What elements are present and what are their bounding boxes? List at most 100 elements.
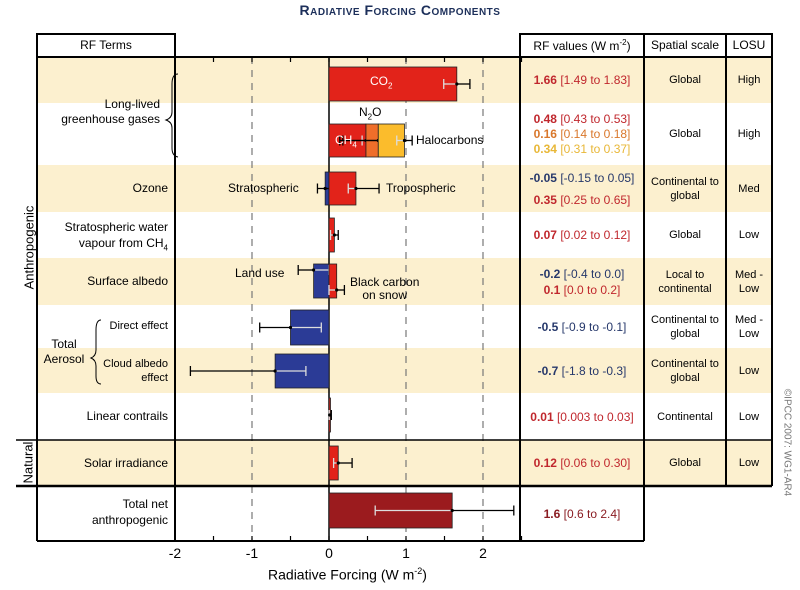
row-background xyxy=(37,348,772,393)
losu-cell: Low xyxy=(738,229,760,241)
rf-value-range: [0.06 to 0.30] xyxy=(556,456,631,470)
bar-surface-albedo-black-carbon-on-snow xyxy=(328,263,338,299)
rf-value-line: -0.05 [-0.15 to 0.05] xyxy=(530,167,635,189)
losu-cell: Low xyxy=(738,364,760,377)
rf-value-line: 0.12 [0.06 to 0.30] xyxy=(534,455,631,471)
rf-values-cell: 0.48 [0.43 to 0.53] 0.16 [0.14 to 0.18] 0.… xyxy=(520,103,644,165)
rf-value-line: 0.34 [0.31 to 0.37] xyxy=(534,142,631,157)
rf-value-range: [0.003 to 0.03] xyxy=(553,409,634,424)
term-cloud-albedo-line2: effect xyxy=(141,372,168,384)
rf-value-main: 0.35 xyxy=(533,192,557,207)
x-axis-title-sup: -2 xyxy=(414,566,423,576)
bar-label-co2: CO2 xyxy=(370,74,392,90)
rf-value-range: [0.31 to 0.37] xyxy=(556,141,631,156)
error-center xyxy=(402,138,407,143)
header-spatial-scale: Spatial scale xyxy=(650,38,720,52)
bar-co2 xyxy=(328,66,458,102)
term-long-lived-line2: greenhouse gases xyxy=(61,112,160,126)
bar-label-co2-text: CO xyxy=(370,74,388,88)
term-total-net-line2: anthropogenic xyxy=(91,513,168,527)
bar-label-black-carbon-line1: Black carbon xyxy=(350,275,420,289)
losu-cell: High xyxy=(737,74,761,86)
rf-value-main: 0.34 xyxy=(533,141,557,156)
header-rf-values-close: ) xyxy=(626,39,631,53)
header-losu: LOSU xyxy=(732,38,766,52)
term-strat-water-line1: Stratospheric water xyxy=(64,220,168,234)
term-strat-water: Stratospheric water vapour from CH4 xyxy=(40,219,168,256)
term-cloud-albedo-line1: Cloud albedo xyxy=(103,358,168,370)
rf-value-range: [1.49 to 1.83] xyxy=(556,73,631,87)
rf-values-cell: -0.2 [-0.4 to 0.0] 0.1 [0.0 to 0.2] xyxy=(520,258,644,305)
bar-label-n2o: N2O xyxy=(359,105,381,121)
rf-value-main: 0.12 xyxy=(533,456,557,470)
bar-label-n2o-sub: 2 xyxy=(367,112,373,122)
losu-cell: High xyxy=(737,128,761,140)
term-long-lived-line1: Long-lived xyxy=(104,97,160,111)
bar-label-black-carbon-line2: on snow xyxy=(362,288,408,302)
term-solar-irradiance: Solar irradiance xyxy=(83,456,168,470)
x-tick-label: 2 xyxy=(479,545,487,561)
aerosol-brace xyxy=(89,319,102,385)
rf-value-line: 0.07 [0.02 to 0.12] xyxy=(534,227,631,243)
x-axis-title: Radiative Forcing (W m-2) xyxy=(175,566,520,583)
rf-values-cell: 1.66 [1.49 to 1.83] xyxy=(520,57,644,103)
spatial-scale-cell: Continental to global xyxy=(651,357,719,384)
rf-value-line: -0.5 [-0.9 to -0.1] xyxy=(538,319,627,335)
header-rf-terms: RF Terms xyxy=(80,38,132,52)
rf-value-main: -0.7 xyxy=(537,363,559,378)
rf-value-range: [0.02 to 0.12] xyxy=(556,228,631,242)
header-rf-values-text: RF values (W m xyxy=(533,39,620,53)
header-rf-values: RF values (W m-2) xyxy=(520,38,644,53)
rf-value-range: [0.14 to 0.18] xyxy=(556,126,631,141)
x-axis-title-close: ) xyxy=(422,566,427,583)
x-tick-label: 1 xyxy=(402,545,410,561)
rf-value-main: 0.1 xyxy=(543,282,561,297)
copyright: ©IPCC 2007: WG1-AR4 xyxy=(781,388,793,497)
term-total-aerosol: Total Aerosol xyxy=(38,337,90,367)
spatial-scale-cell: Global xyxy=(669,74,701,86)
rf-value-line: -0.7 [-1.8 to -0.3] xyxy=(538,363,627,379)
rf-value-range: [0.25 to 0.65] xyxy=(556,192,631,207)
rf-value-line: 0.16 [0.14 to 0.18] xyxy=(534,127,631,142)
term-linear-contrails: Linear contrails xyxy=(86,409,168,423)
error-center xyxy=(455,82,459,86)
bar-label-black-carbon: Black carbon on snow xyxy=(350,276,419,302)
rf-value-main: 1.6 xyxy=(543,506,561,521)
bar-label-tropospheric: Tropospheric xyxy=(386,181,456,195)
error-center xyxy=(332,233,336,237)
spatial-scale-cell: Continental to global xyxy=(651,175,719,202)
losu-cell: Med xyxy=(738,182,760,195)
rf-values-cell: -0.05 [-0.15 to 0.05] 0.35 [0.25 to 0.65] xyxy=(520,165,644,212)
spatial-scale-cell: Continental to global xyxy=(651,313,719,340)
rf-values-cell: -0.5 [-0.9 to -0.1] xyxy=(520,305,644,348)
rf-value-line: 0.1 [0.0 to 0.2] xyxy=(544,282,621,298)
rf-value-range: [-0.15 to 0.05] xyxy=(556,170,635,185)
rf-value-range: [-1.8 to -0.3] xyxy=(558,363,627,378)
spatial-scale-cell: Global xyxy=(669,128,701,140)
rf-value-line: 0.48 [0.43 to 0.53] xyxy=(534,112,631,127)
term-direct-effect: Direct effect xyxy=(109,320,169,332)
rf-values-cell: 0.12 [0.06 to 0.30] xyxy=(520,440,644,486)
rf-value-main: 0.48 xyxy=(533,111,557,126)
term-strat-water-sub: 4 xyxy=(163,243,168,253)
rf-value-main: 0.01 xyxy=(530,409,554,424)
term-long-lived: Long-lived greenhouse gases xyxy=(40,97,160,127)
error-center xyxy=(354,186,358,191)
term-ozone: Ozone xyxy=(132,181,168,195)
term-total-aerosol-line2: Aerosol xyxy=(43,352,85,366)
bar-label-n2o-text: N xyxy=(359,105,368,119)
error-center xyxy=(335,288,339,292)
spatial-scale-cell: Local to continental xyxy=(658,268,712,295)
row-background xyxy=(37,258,772,305)
rf-values-cell: 0.01 [0.003 to 0.03] xyxy=(520,393,644,440)
rf-value-main: 0.16 xyxy=(533,126,557,141)
bar-label-halocarbons: Halocarbons xyxy=(416,133,484,147)
rf-value-main: -0.5 xyxy=(537,319,559,334)
bar-label-ch4-sub: 4 xyxy=(352,140,357,150)
x-axis-title-text: Radiative Forcing (W m xyxy=(268,566,415,583)
rf-value-line: 1.66 [1.49 to 1.83] xyxy=(534,72,631,88)
bar-label-ch4: CH4 xyxy=(335,133,357,149)
group-anthropogenic: Anthropogenic xyxy=(21,205,37,290)
term-surface-albedo: Surface albedo xyxy=(87,274,168,288)
rf-value-range: [0.0 to 0.2] xyxy=(560,282,621,297)
